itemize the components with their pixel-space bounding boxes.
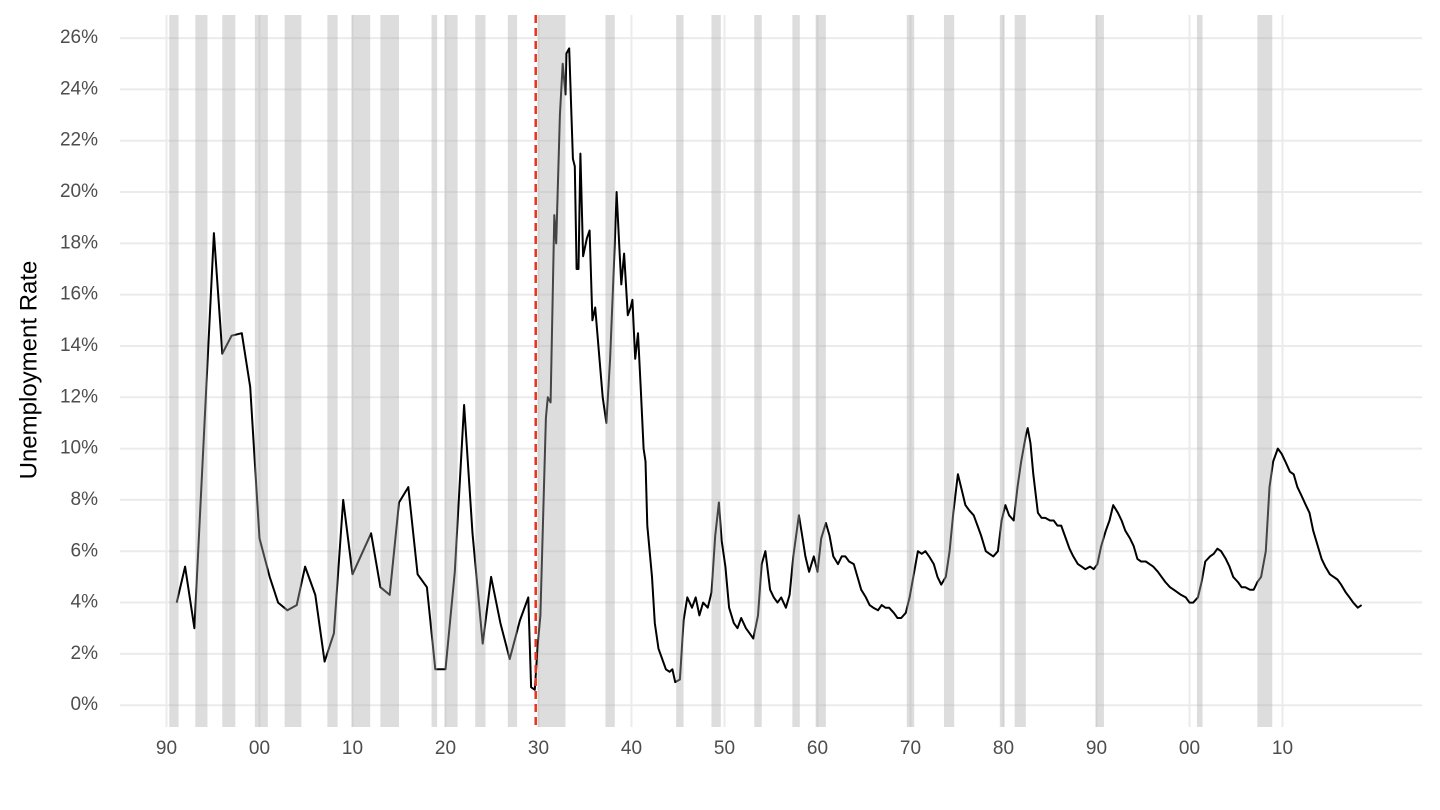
y-tick-label: 24% xyxy=(60,78,98,99)
recession-band xyxy=(1095,15,1104,727)
recession-band xyxy=(999,15,1005,727)
y-tick-label: 10% xyxy=(60,438,98,459)
y-tick-label: 20% xyxy=(60,181,98,202)
recession-band xyxy=(537,15,566,727)
x-tick-label: 20 xyxy=(435,738,456,759)
recession-band xyxy=(754,15,762,727)
recession-band xyxy=(1014,15,1026,727)
x-tick-label: 90 xyxy=(1086,738,1107,759)
y-axis-label: Unemployment Rate xyxy=(15,261,42,480)
recession-band xyxy=(222,15,236,727)
recession-band xyxy=(444,15,458,727)
y-tick-label: 18% xyxy=(60,232,98,253)
recession-band xyxy=(676,15,684,727)
recession-band xyxy=(380,15,399,727)
recession-band xyxy=(327,15,338,727)
y-tick-label: 0% xyxy=(71,694,99,715)
recession-band xyxy=(906,15,915,727)
x-tick-label: 50 xyxy=(714,738,735,759)
x-tick-label: 00 xyxy=(1179,738,1200,759)
recession-band xyxy=(792,15,800,727)
y-tick-label: 22% xyxy=(60,130,98,151)
y-tick-label: 6% xyxy=(71,540,99,561)
recession-band xyxy=(284,15,302,727)
x-tick-label: 60 xyxy=(807,738,828,759)
y-tick-label: 26% xyxy=(60,27,98,48)
recession-band xyxy=(169,15,179,727)
y-tick-label: 14% xyxy=(60,335,98,356)
y-tick-label: 2% xyxy=(71,643,99,664)
x-tick-label: 30 xyxy=(528,738,549,759)
recession-band xyxy=(254,15,268,727)
y-tick-label: 16% xyxy=(60,284,98,305)
recession-band xyxy=(943,15,955,727)
recession-band xyxy=(475,15,486,727)
x-tick-label: 10 xyxy=(1272,738,1293,759)
recession-band xyxy=(351,15,371,727)
recession-band xyxy=(1196,15,1203,727)
recession-band xyxy=(1257,15,1273,727)
x-tick-label: 00 xyxy=(249,738,270,759)
recession-band xyxy=(507,15,518,727)
x-tick-label: 80 xyxy=(993,738,1014,759)
recession-band xyxy=(711,15,721,727)
x-tick-label: 40 xyxy=(621,738,642,759)
recession-band xyxy=(195,15,208,727)
y-tick-label: 12% xyxy=(60,386,98,407)
y-tick-label: 8% xyxy=(71,489,99,510)
x-tick-label: 90 xyxy=(156,738,177,759)
y-tick-label: 4% xyxy=(71,592,99,613)
unemployment-line xyxy=(175,47,1363,691)
x-tick-label: 10 xyxy=(342,738,363,759)
recession-band xyxy=(431,15,438,727)
x-tick-label: 70 xyxy=(900,738,921,759)
recession-band xyxy=(815,15,826,727)
recession-band xyxy=(605,15,615,727)
